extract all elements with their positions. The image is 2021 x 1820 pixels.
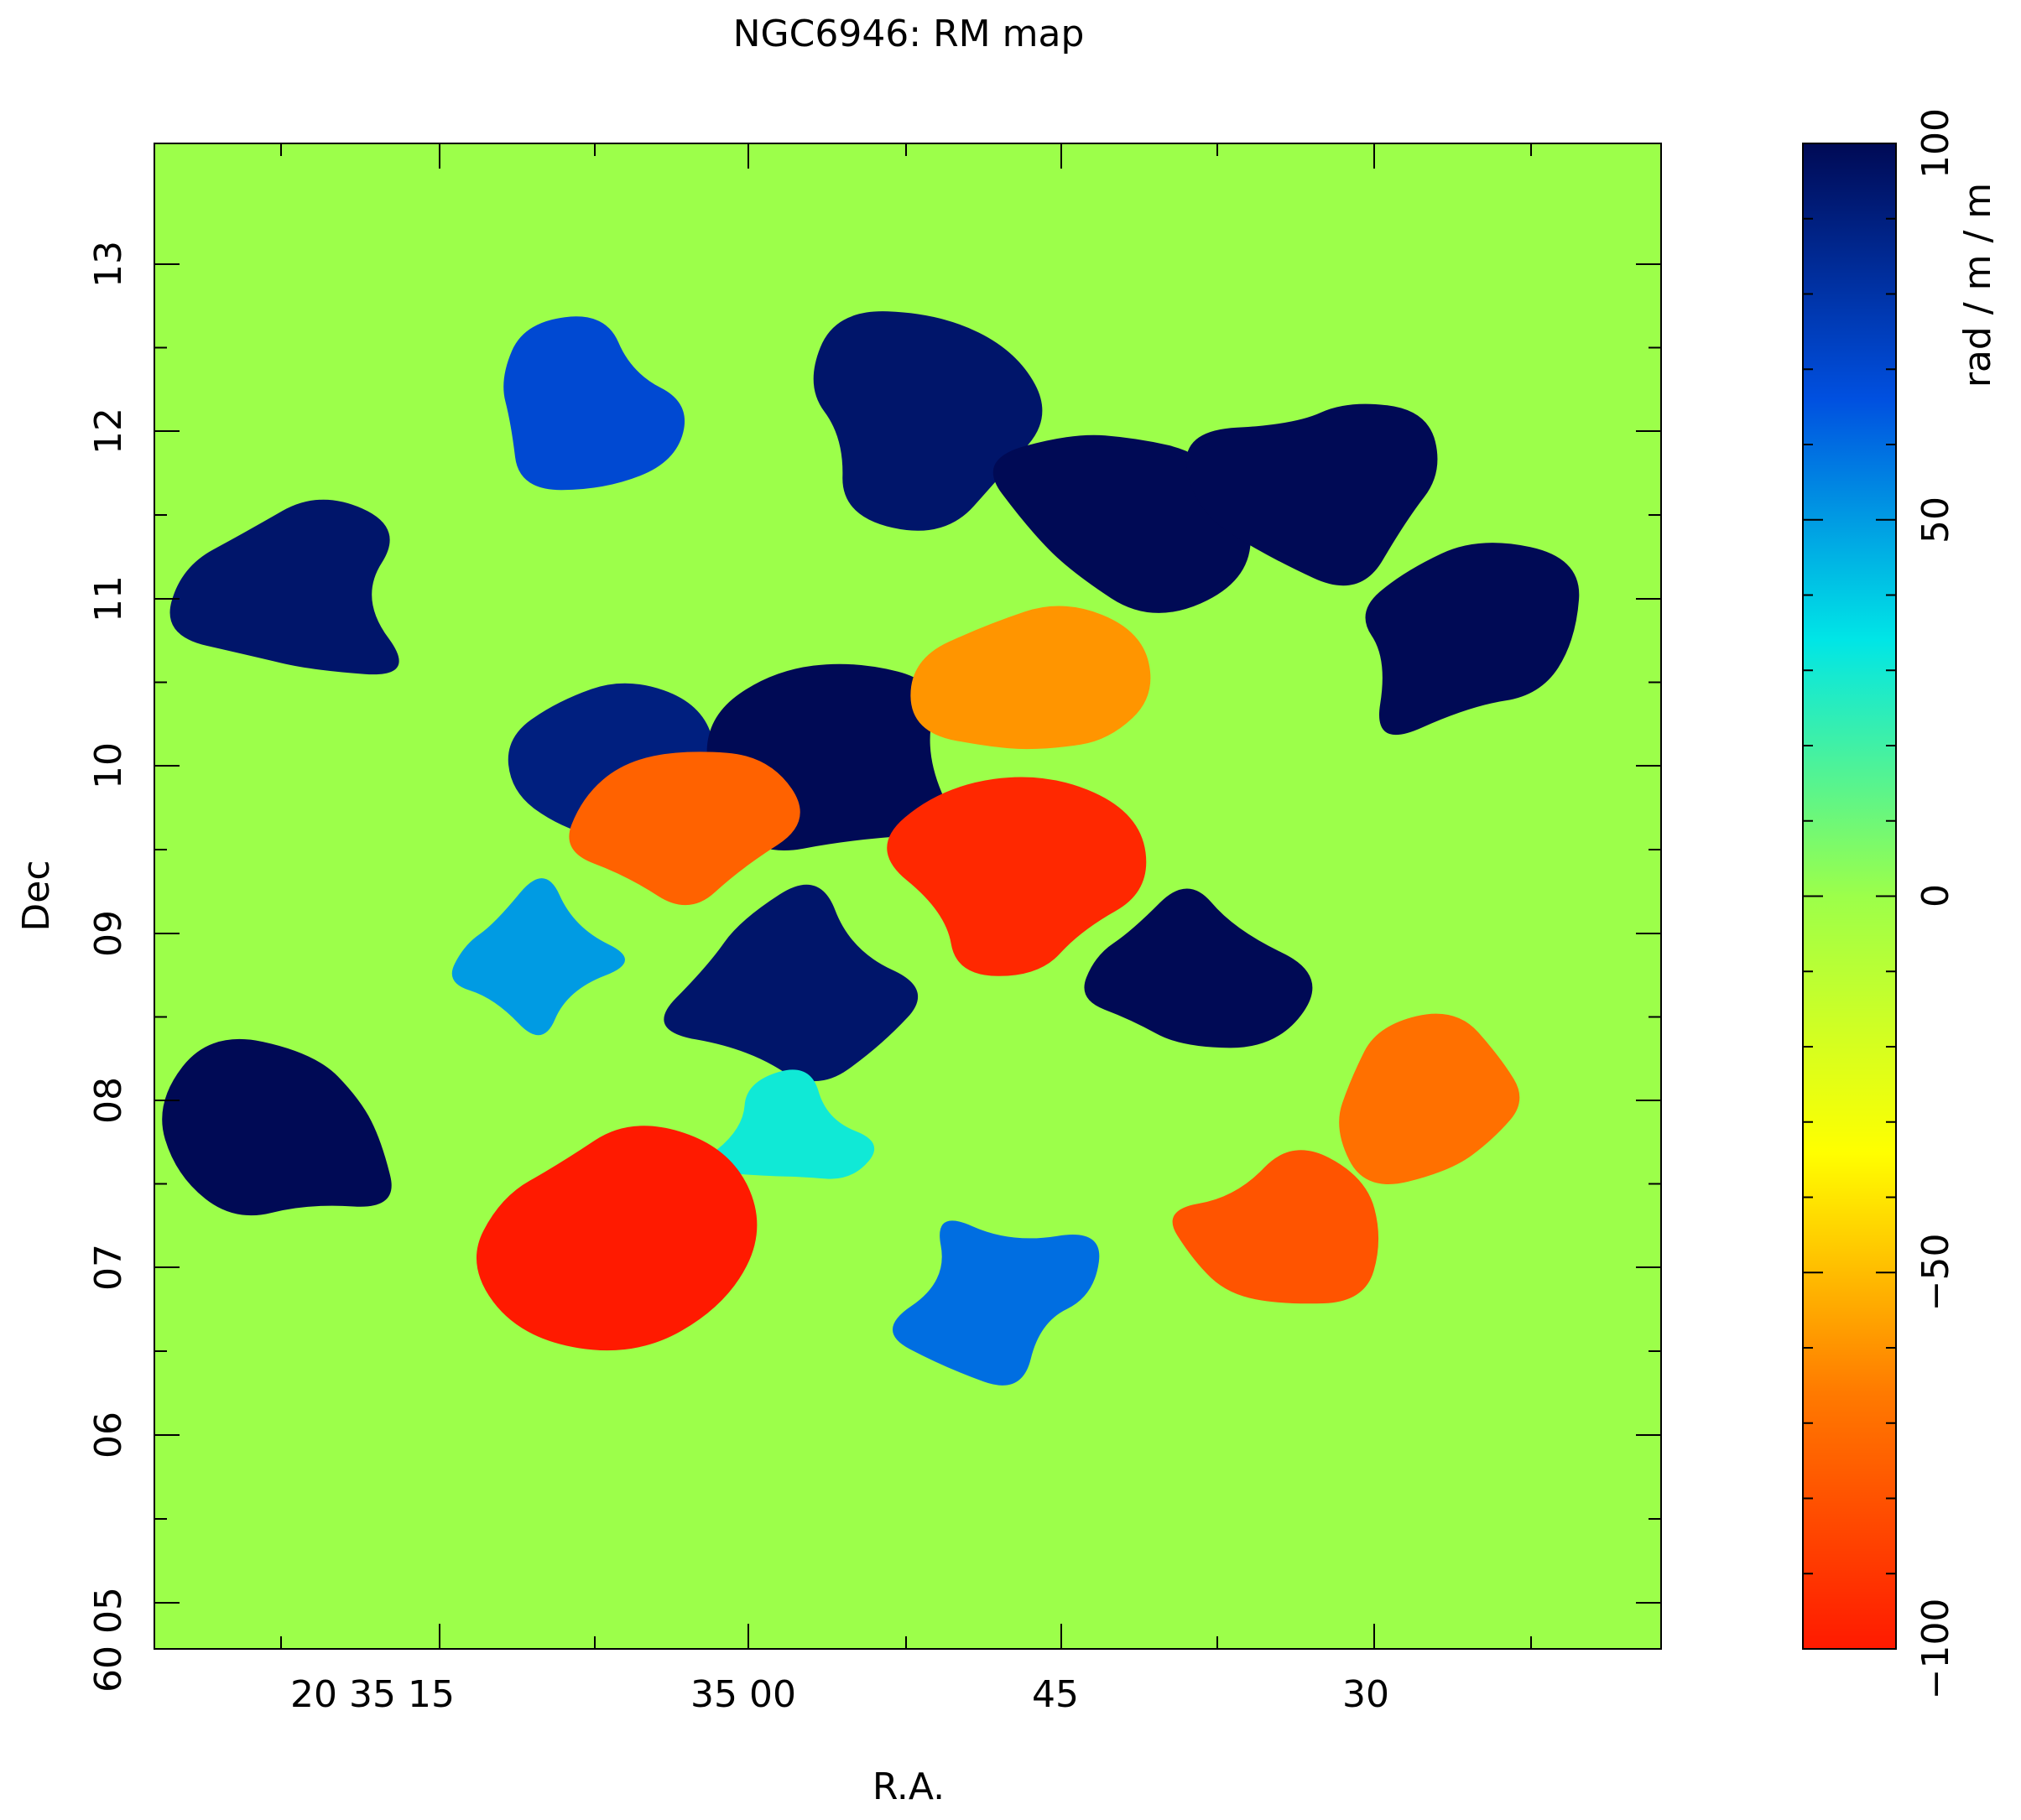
colorbar-label: rad / m / m (1956, 183, 1999, 387)
rm-region (1185, 403, 1438, 586)
colorbar-ticks (1803, 143, 1896, 1650)
y-tick-label: 10 (87, 742, 130, 789)
y-tick-label: 11 (87, 575, 130, 622)
rm-region (664, 884, 919, 1082)
y-tick-label: 13 (87, 241, 130, 288)
colorbar-tick-label: 50 (1914, 497, 1957, 543)
y-tick-label: 08 (87, 1077, 130, 1124)
rm-region (887, 777, 1147, 976)
rm-region (910, 606, 1151, 750)
colorbar-tick-label: 100 (1914, 108, 1957, 179)
rm-region (451, 878, 625, 1036)
rm-region (706, 1069, 875, 1179)
rm-region (1339, 1013, 1520, 1185)
rm-region (813, 311, 1043, 531)
rm-regions (162, 311, 1580, 1386)
x-axis-label: R.A. (872, 1765, 945, 1808)
colorbar-tick-label: 0 (1914, 884, 1957, 907)
rm-region (1084, 888, 1313, 1048)
y-tick-label: 12 (87, 408, 130, 455)
rm-region (162, 1038, 392, 1216)
rm-region (892, 1220, 1100, 1386)
y-tick-label: 07 (87, 1244, 130, 1291)
y-axis-label: Dec (15, 860, 58, 931)
rm-region (476, 1126, 758, 1351)
rm-region (503, 316, 685, 491)
x-tick-label: 35 00 (690, 1673, 796, 1716)
colorbar-tick-label: −100 (1914, 1599, 1957, 1700)
x-tick-label: 30 (1342, 1673, 1389, 1716)
plot-ticks (154, 143, 1661, 1649)
rm-region (1365, 543, 1580, 736)
plot-frame (154, 143, 1662, 1650)
x-tick-label: 45 (1032, 1673, 1079, 1716)
y-tick-label: 60 05 (87, 1587, 130, 1693)
rm-region (1172, 1150, 1379, 1304)
y-tick-label: 06 (87, 1412, 130, 1459)
rm-region (569, 751, 800, 906)
rm-region (992, 434, 1251, 613)
colorbar-tick-label: −50 (1914, 1234, 1957, 1312)
y-tick-label: 09 (87, 910, 130, 957)
chart-title: NGC6946: RM map (733, 13, 1085, 55)
rm-region (169, 499, 399, 675)
x-tick-label: 20 35 15 (290, 1673, 455, 1716)
